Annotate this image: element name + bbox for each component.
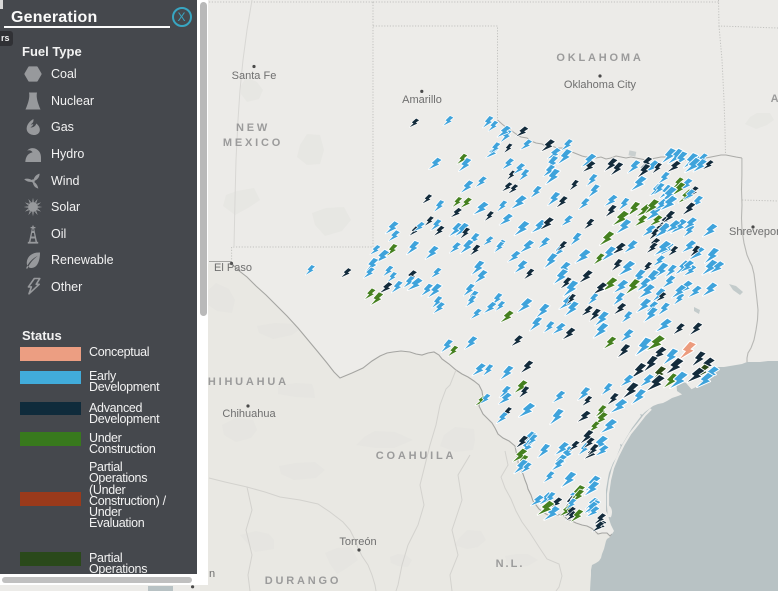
svg-text:MEXICO: MEXICO [223,137,283,149]
svg-text:n: n [209,568,215,580]
svg-text:COAHUILA: COAHUILA [376,450,456,462]
svg-text:NEW: NEW [236,122,270,134]
svg-text:Shrevepor: Shrevepor [729,226,778,238]
svg-text:CHIHUAHUA: CHIHUAHUA [197,376,289,388]
svg-text:El Paso: El Paso [214,262,252,274]
svg-text:Oklahoma City: Oklahoma City [564,79,637,91]
svg-text:OKLAHOMA: OKLAHOMA [556,52,643,64]
svg-text:Santa Fe: Santa Fe [232,70,277,82]
svg-text:DURANGO: DURANGO [265,575,341,587]
svg-text:Chihuahua: Chihuahua [222,408,276,420]
svg-text:Amarillo: Amarillo [402,94,442,106]
svg-text:N.L.: N.L. [496,558,525,570]
svg-text:A: A [771,93,778,105]
svg-text:Torreón: Torreón [339,536,376,548]
